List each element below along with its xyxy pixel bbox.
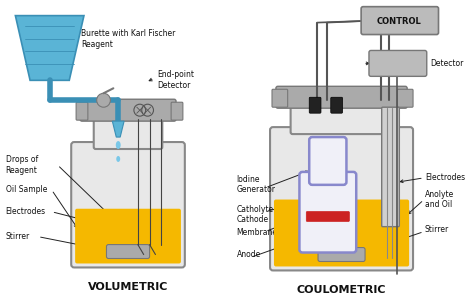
Text: Detector: Detector [431,59,464,68]
FancyBboxPatch shape [76,102,88,120]
Polygon shape [112,121,124,137]
FancyBboxPatch shape [369,50,427,76]
Text: Iodine
Generator: Iodine Generator [237,175,276,194]
FancyBboxPatch shape [71,142,185,268]
FancyBboxPatch shape [331,97,343,113]
Circle shape [97,93,110,107]
Text: COULOMETRIC: COULOMETRIC [297,285,386,295]
FancyBboxPatch shape [272,89,288,107]
FancyBboxPatch shape [309,137,346,185]
FancyBboxPatch shape [300,172,356,252]
Text: Anode: Anode [237,249,261,259]
Text: Anolyte
and Oil: Anolyte and Oil [425,190,454,210]
FancyBboxPatch shape [309,97,321,113]
Text: End-point
Detector: End-point Detector [157,70,194,91]
FancyBboxPatch shape [306,211,349,221]
Ellipse shape [116,156,120,162]
Text: Stirrer: Stirrer [6,232,30,241]
FancyBboxPatch shape [274,200,409,266]
FancyBboxPatch shape [276,86,407,108]
FancyBboxPatch shape [75,209,181,263]
FancyBboxPatch shape [291,100,392,134]
FancyBboxPatch shape [270,127,413,271]
Text: Electrodes: Electrodes [6,207,46,216]
FancyBboxPatch shape [318,248,365,262]
Ellipse shape [116,141,121,149]
FancyBboxPatch shape [361,7,438,34]
Text: Drops of
Reagent: Drops of Reagent [6,155,38,175]
Text: Burette with Karl Fischer
Reagent: Burette with Karl Fischer Reagent [81,29,175,49]
Text: Oil Sample: Oil Sample [6,185,47,194]
Text: CONTROL: CONTROL [377,17,422,26]
Text: Catholyte
Cathode: Catholyte Cathode [237,205,274,224]
Text: Membrane: Membrane [237,228,278,237]
FancyBboxPatch shape [80,99,176,121]
FancyBboxPatch shape [397,89,413,107]
FancyBboxPatch shape [382,107,399,226]
Text: Stirrer: Stirrer [425,225,449,234]
FancyBboxPatch shape [107,245,150,259]
FancyBboxPatch shape [94,113,162,149]
Text: Electrodes: Electrodes [425,173,465,182]
FancyBboxPatch shape [171,102,183,120]
Text: VOLUMETRIC: VOLUMETRIC [88,282,168,292]
Polygon shape [15,16,84,80]
